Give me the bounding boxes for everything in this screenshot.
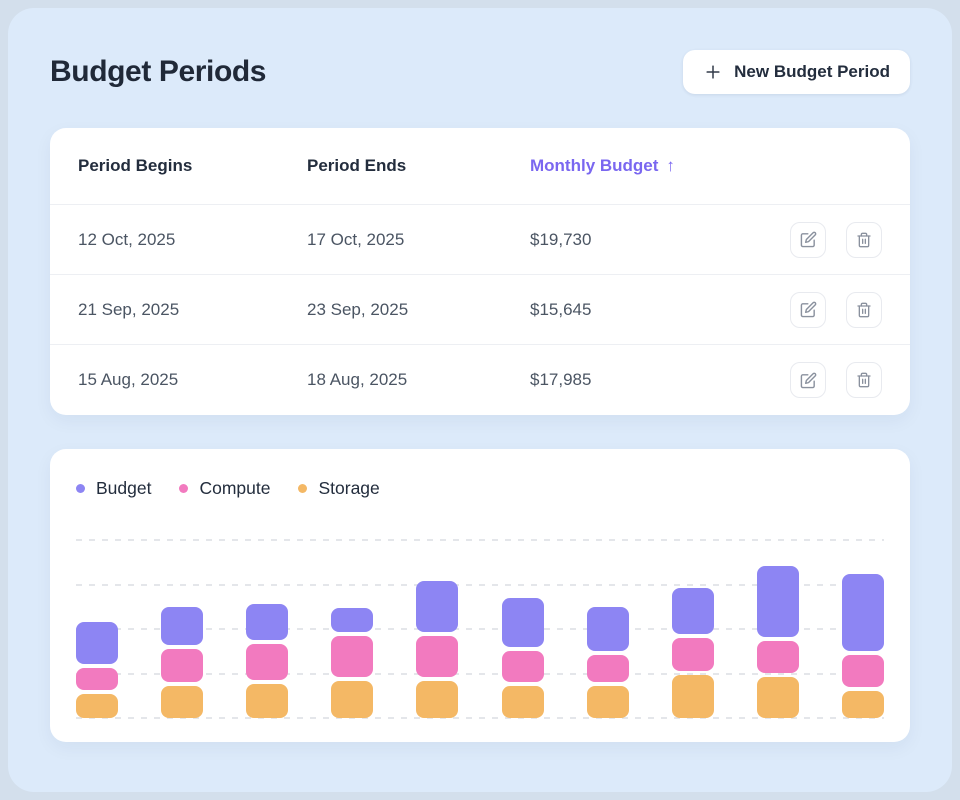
row-actions xyxy=(790,291,882,328)
stacked-bar xyxy=(161,607,204,718)
app-container: Budget Periods New Budget Period Period … xyxy=(8,8,952,792)
legend-label: Compute xyxy=(199,478,271,498)
stacked-bar xyxy=(416,581,459,718)
gridline xyxy=(76,717,884,719)
edit-button[interactable] xyxy=(790,291,826,328)
bar-segment-budget xyxy=(586,607,629,651)
legend-label: Storage xyxy=(318,478,380,498)
table-row: 21 Sep, 2025 23 Sep, 2025 $15,645 xyxy=(50,275,910,345)
legend-dot-icon xyxy=(179,484,189,493)
period-begins-cell: 15 Aug, 2025 xyxy=(78,370,179,389)
stacked-bar xyxy=(586,607,629,718)
row-actions xyxy=(790,221,882,258)
bar-segment-compute xyxy=(161,649,204,682)
bar-segment-storage xyxy=(841,691,884,718)
edit-icon xyxy=(800,372,817,389)
bar-segment-compute xyxy=(501,651,544,682)
bar-segment-compute xyxy=(586,655,629,682)
bar-segment-compute xyxy=(671,638,714,671)
bar-segment-budget xyxy=(331,608,374,632)
gridline xyxy=(76,672,884,675)
bar-segment-storage xyxy=(416,681,459,718)
plus-icon xyxy=(703,62,723,82)
edit-button[interactable] xyxy=(790,362,826,398)
bar-segment-budget xyxy=(416,581,459,632)
bar-segment-storage xyxy=(161,686,204,718)
table-body: 12 Oct, 2025 17 Oct, 2025 $19,730 xyxy=(50,205,910,415)
legend-item-compute[interactable]: Compute xyxy=(179,478,270,499)
bar-segment-budget xyxy=(246,604,289,640)
chart-legend: Budget Compute Storage xyxy=(76,476,886,501)
delete-button[interactable] xyxy=(846,221,882,258)
monthly-budget-cell: $17,985 xyxy=(530,370,592,389)
legend-item-storage[interactable]: Storage xyxy=(298,478,380,499)
bar-segment-storage xyxy=(501,686,544,718)
gridline xyxy=(76,583,884,586)
new-budget-period-label: New Budget Period xyxy=(734,62,890,81)
monthly-budget-cell: $19,730 xyxy=(530,229,592,249)
legend-item-budget[interactable]: Budget xyxy=(76,478,151,499)
table-row: 12 Oct, 2025 17 Oct, 2025 $19,730 xyxy=(50,205,910,275)
bar-segment-storage xyxy=(76,694,118,718)
period-begins-cell: 12 Oct, 2025 xyxy=(78,229,176,249)
gridline xyxy=(76,539,884,541)
topbar: Budget Periods New Budget Period xyxy=(50,50,910,94)
bar-segment-compute xyxy=(76,668,118,690)
sort-ascending-icon: ↑ xyxy=(666,156,675,175)
budget-chart-card: Budget Compute Storage xyxy=(50,449,910,742)
edit-button[interactable] xyxy=(790,221,826,258)
period-ends-cell: 23 Sep, 2025 xyxy=(307,299,409,319)
period-ends-cell: 17 Oct, 2025 xyxy=(307,229,405,249)
chart-plot-area xyxy=(76,539,884,719)
bar-segment-storage xyxy=(671,675,714,718)
page-title: Budget Periods xyxy=(50,55,267,88)
column-header-period-begins: Period Begins xyxy=(78,156,193,175)
bar-segment-compute xyxy=(416,636,459,677)
legend-dot-icon xyxy=(298,484,308,493)
stacked-bar xyxy=(246,604,289,718)
stacked-bar xyxy=(76,622,118,718)
period-ends-cell: 18 Aug, 2025 xyxy=(307,370,408,389)
delete-button[interactable] xyxy=(846,291,882,328)
bar-segment-compute xyxy=(331,636,374,677)
budget-periods-table-card: Period Begins Period Ends Monthly Budget… xyxy=(50,128,910,415)
stacked-bar xyxy=(671,588,714,718)
bar-segment-budget xyxy=(161,607,204,645)
trash-icon xyxy=(856,372,872,388)
table-header-row: Period Begins Period Ends Monthly Budget… xyxy=(50,128,910,205)
delete-button[interactable] xyxy=(846,362,882,398)
legend-label: Budget xyxy=(96,478,152,498)
bar-segment-compute xyxy=(246,644,289,680)
stacked-bar xyxy=(841,574,884,718)
bar-segment-budget xyxy=(756,566,799,637)
stacked-bar xyxy=(331,608,374,718)
bar-segment-storage xyxy=(586,686,629,718)
bar-segment-budget xyxy=(501,598,544,647)
column-header-period-ends: Period Ends xyxy=(307,156,407,175)
bar-segment-compute xyxy=(756,641,799,673)
chart-bars xyxy=(76,540,884,718)
bar-segment-budget xyxy=(76,622,118,664)
period-begins-cell: 21 Sep, 2025 xyxy=(78,299,180,319)
edit-icon xyxy=(800,231,817,248)
bar-segment-budget xyxy=(671,588,714,634)
bar-segment-budget xyxy=(841,574,884,651)
trash-icon xyxy=(856,302,872,318)
stacked-bar xyxy=(756,566,799,718)
bar-segment-storage xyxy=(331,681,374,718)
bar-segment-storage xyxy=(246,684,289,718)
new-budget-period-button[interactable]: New Budget Period xyxy=(683,50,910,94)
row-actions xyxy=(790,362,882,398)
gridline xyxy=(76,628,884,630)
bar-segment-storage xyxy=(756,677,799,718)
stacked-bar xyxy=(501,598,544,718)
legend-dot-icon xyxy=(76,484,85,493)
monthly-budget-cell: $15,645 xyxy=(530,299,592,319)
column-header-monthly-budget[interactable]: Monthly Budget ↑ xyxy=(530,156,675,175)
table-row: 15 Aug, 2025 18 Aug, 2025 $17,985 xyxy=(50,345,910,415)
trash-icon xyxy=(856,232,872,248)
edit-icon xyxy=(800,301,817,318)
bar-segment-compute xyxy=(841,655,884,687)
